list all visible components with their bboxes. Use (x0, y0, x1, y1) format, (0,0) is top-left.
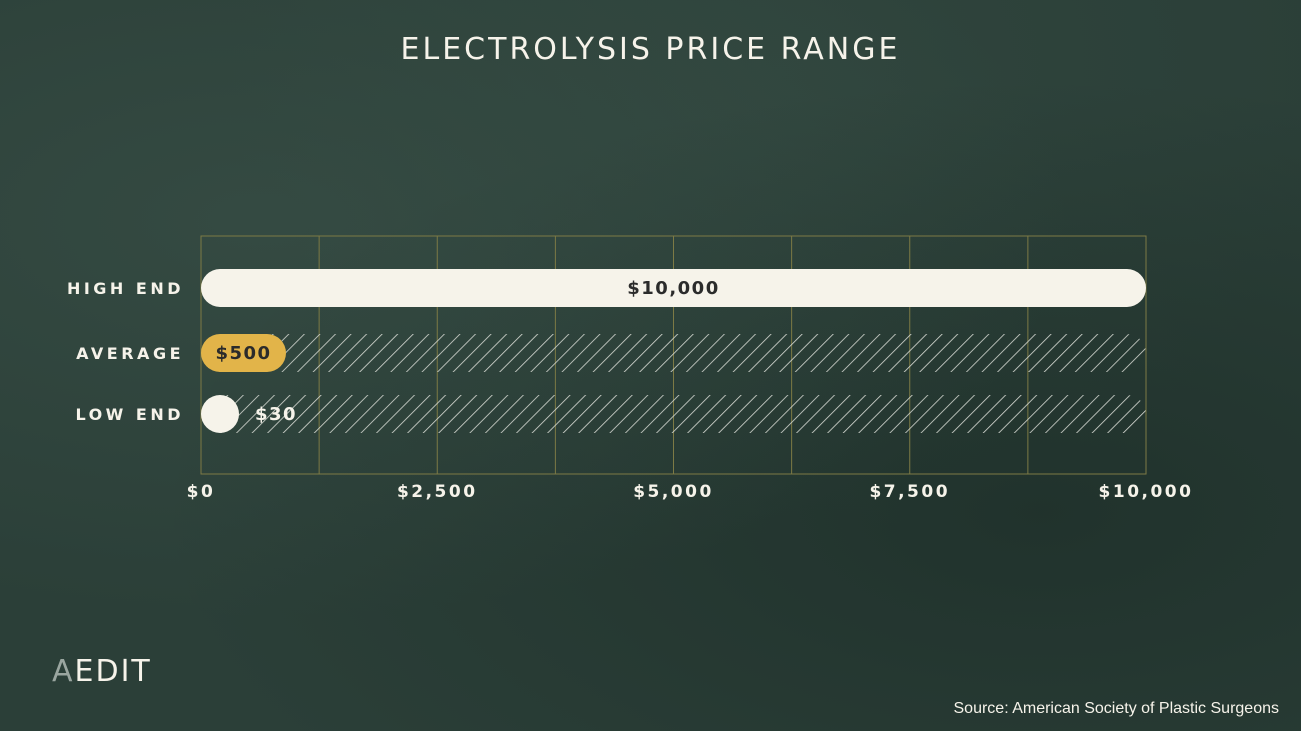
chart-title: ELECTROLYSIS PRICE RANGE (400, 32, 901, 67)
logo-rest: EDIT (74, 654, 152, 689)
category-label: HIGH END (67, 279, 184, 298)
x-tick-label: $0 (187, 482, 216, 502)
x-tick-label: $5,000 (633, 482, 714, 502)
source-note: Source: American Society of Plastic Surg… (953, 700, 1280, 717)
bar-track-hatch (201, 334, 1146, 372)
bar (201, 334, 286, 372)
category-label: AVERAGE (76, 344, 184, 363)
x-tick-label: $2,500 (397, 482, 478, 502)
logo-first-letter: A (52, 654, 75, 689)
bar (201, 395, 239, 433)
bar (201, 269, 1146, 307)
bar-value-label: $30 (255, 404, 297, 425)
x-tick-label: $7,500 (869, 482, 950, 502)
bar-value-label: $10,000 (627, 278, 719, 299)
bar-value-label: $500 (215, 343, 271, 364)
bar-track-hatch (201, 395, 1146, 433)
aedit-logo: AEDIT (52, 654, 152, 689)
x-tick-label: $10,000 (1099, 482, 1194, 502)
category-label: LOW END (75, 405, 184, 424)
